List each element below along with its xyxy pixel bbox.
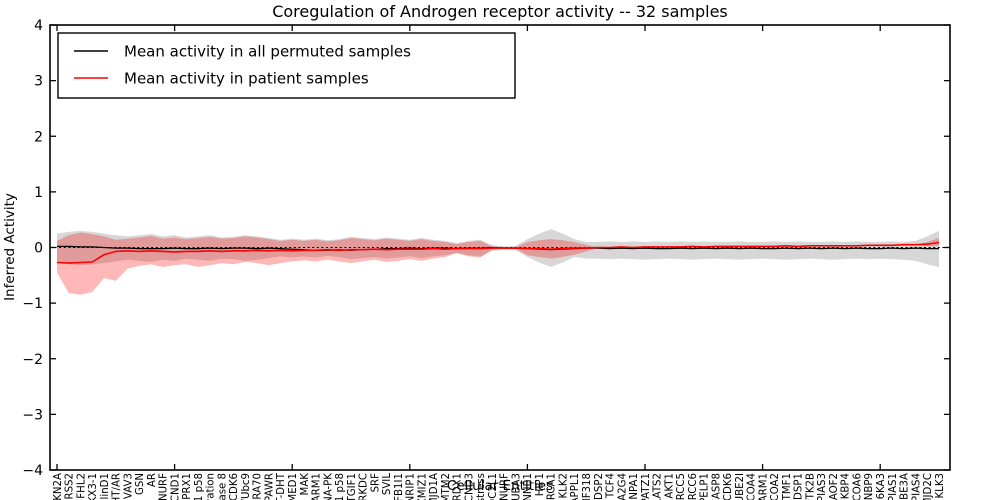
x-tick-label: CTNNB1 — [523, 473, 534, 500]
x-tick-label: NRIP1 — [406, 473, 417, 500]
x-tick-label: TGFB1I1 — [394, 473, 405, 500]
x-tick-label: TCF4 — [606, 473, 617, 499]
x-tick-label: T-DHT/AR — [112, 473, 123, 500]
x-tick-label: TGIF1 — [347, 473, 358, 500]
x-tick-label: BRCA1 — [547, 473, 558, 500]
x-tick-label: FHL2 — [76, 473, 87, 499]
x-tick-label: T-DHT/AR/Cyclin D3/CDK11 p58 — [194, 473, 205, 500]
x-tick-label: SNURF — [500, 473, 511, 500]
x-tick-label: HIP1 — [535, 473, 546, 496]
x-tick-label: T-DHT/AR/CyclinD1 — [100, 473, 111, 500]
y-tick-label: 2 — [34, 129, 43, 145]
x-tick-label: T-DHT/AR/Caspase 8 — [217, 473, 228, 500]
x-tick-label: MAK — [300, 473, 311, 496]
x-tick-label: AR — [147, 473, 158, 487]
x-tick-label: MED1 — [288, 473, 299, 500]
x-tick-label: CTDSP2 — [594, 473, 605, 500]
patient-mean-line — [56, 241, 940, 264]
x-tick-label: CASP8 — [711, 473, 722, 500]
x-tick-label: PATZ1 — [641, 473, 652, 500]
x-tick-label: SVIL — [382, 473, 393, 495]
y-tick-label: −3 — [22, 407, 43, 423]
x-tick-label: KLK2 — [558, 473, 569, 499]
x-tick-label: T-DHT/AR/TIF2/CARM1 — [312, 473, 323, 500]
x-tick-label: T-DHT/AR/CDK6 — [229, 473, 240, 500]
x-tick-label: UBE2I — [735, 473, 746, 500]
y-tick-label: 1 — [34, 185, 43, 201]
x-tick-label: RPS6KA3 — [876, 473, 887, 500]
x-tick-label: FKBP4 — [841, 473, 852, 500]
x-tick-label: PRKDC — [359, 473, 370, 500]
x-tick-label: ZNF318 — [582, 473, 593, 500]
x-tick-label: CDK6 — [723, 473, 734, 500]
x-tick-label: DNA-PK — [323, 473, 334, 500]
y-tick-label: −4 — [22, 463, 43, 479]
x-tick-label: AOF2 — [829, 473, 840, 500]
x-tick-label: TMPRSS2 — [65, 473, 76, 500]
x-tick-label: HNRNPA1 — [629, 473, 640, 500]
x-tick-label: NKX3-1 — [88, 473, 99, 500]
x-tick-label: UBA3 — [511, 473, 522, 500]
x-tick-label: GSN — [135, 473, 146, 495]
x-tick-label: CCND3 — [464, 473, 475, 500]
y-tick-label: 3 — [34, 74, 43, 90]
x-tick-label: CCND1 — [170, 473, 181, 500]
legend: Mean activity in all permuted samples Mea… — [57, 32, 516, 99]
x-tick-label: T-DHT/AR/SNURF — [159, 473, 170, 500]
x-tick-label: SRF — [370, 473, 381, 493]
x-tick-label: XRCC6 — [688, 473, 699, 500]
x-tick-label: NCOA2 — [770, 473, 781, 500]
x-tick-label: CMTM2 — [441, 473, 452, 500]
y-tick-label: −2 — [22, 352, 43, 368]
x-tick-label: KLK3 — [935, 473, 946, 499]
x-axis-title: Cellular Entities — [446, 478, 554, 494]
x-tick-label: PELP1 — [700, 473, 711, 500]
x-tick-label: NCOA4 — [747, 473, 758, 500]
x-tick-label: XRCC5 — [676, 473, 687, 500]
legend-box — [57, 32, 516, 99]
x-tick-label: CTDSP1 — [794, 473, 805, 500]
x-tick-label: UBE3A — [900, 473, 911, 500]
y-tick-label: −1 — [22, 296, 43, 312]
chart-title: Coregulation of Androgen receptor activi… — [272, 2, 728, 21]
x-tick-label: PIAS1 — [888, 473, 899, 500]
x-tick-label: TMF1 — [782, 473, 793, 500]
x-tick-label: response to oxidative stress — [476, 473, 487, 500]
y-tick-label: 0 — [34, 241, 43, 257]
x-tick-label: mol:T-DHT — [276, 472, 287, 500]
x-tick-label: T-DHT/AR/PRX1 — [182, 473, 193, 500]
x-tick-label: JMJD1A — [429, 473, 440, 500]
x-tick-label: LATS2 — [653, 473, 664, 500]
x-tick-label: ZMIZ1 — [417, 473, 428, 500]
x-tick-label: T-DHT/AR/ARA70 — [253, 473, 264, 500]
x-tick-label: CDKN2A — [53, 473, 64, 500]
x-tick-label: T-DHT/AR/Ubc9 — [241, 473, 252, 500]
plot-series-group — [50, 229, 950, 295]
x-tick-label: Cyclin D3/CDK11 p58 — [335, 473, 346, 500]
x-tick-label: PTK2B — [805, 473, 816, 500]
x-tick-label: VAV3 — [123, 473, 134, 499]
x-tick-label: PAWR — [264, 473, 275, 500]
x-tick-label: JMJD2C — [923, 473, 934, 500]
legend-label: Mean activity in all permuted samples — [124, 43, 411, 61]
y-tick-label: 4 — [34, 18, 43, 34]
x-tick-label: NCOA6 — [852, 473, 863, 500]
x-tick-label: PIAS3 — [817, 473, 828, 500]
x-tick-label: RANBP9 — [864, 473, 875, 500]
x-tick-label: cell proliferation — [206, 473, 217, 500]
x-tick-label: PIAS4 — [911, 473, 922, 500]
x-tick-label: CDC2L1 — [488, 473, 499, 500]
x-tick-label: APPL1 — [570, 473, 581, 500]
x-tick-label: PRDX1 — [453, 473, 464, 500]
x-tick-label: AKT1 — [664, 473, 675, 499]
legend-label: Mean activity in patient samples — [124, 70, 369, 88]
x-tick-label: PA2G4 — [617, 473, 628, 500]
x-tick-label: CARM1 — [758, 473, 769, 500]
